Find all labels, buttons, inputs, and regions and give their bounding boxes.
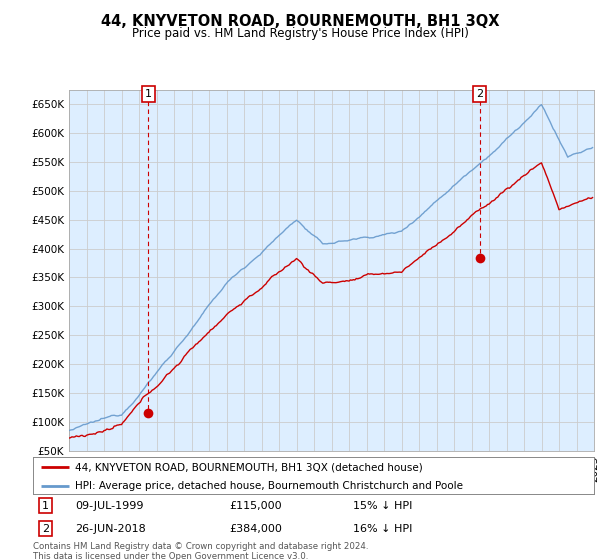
Text: HPI: Average price, detached house, Bournemouth Christchurch and Poole: HPI: Average price, detached house, Bour… [75, 481, 463, 491]
Text: 2: 2 [42, 524, 49, 534]
Text: 16% ↓ HPI: 16% ↓ HPI [353, 524, 412, 534]
Text: 2: 2 [476, 89, 483, 99]
Text: £384,000: £384,000 [229, 524, 282, 534]
Text: 09-JUL-1999: 09-JUL-1999 [75, 501, 143, 511]
Text: 15% ↓ HPI: 15% ↓ HPI [353, 501, 412, 511]
Text: Contains HM Land Registry data © Crown copyright and database right 2024.
This d: Contains HM Land Registry data © Crown c… [33, 542, 368, 560]
Text: 26-JUN-2018: 26-JUN-2018 [75, 524, 146, 534]
Text: 1: 1 [145, 89, 152, 99]
Text: 1: 1 [42, 501, 49, 511]
Text: 44, KNYVETON ROAD, BOURNEMOUTH, BH1 3QX (detached house): 44, KNYVETON ROAD, BOURNEMOUTH, BH1 3QX … [75, 463, 423, 472]
Text: Price paid vs. HM Land Registry's House Price Index (HPI): Price paid vs. HM Land Registry's House … [131, 27, 469, 40]
Text: 44, KNYVETON ROAD, BOURNEMOUTH, BH1 3QX: 44, KNYVETON ROAD, BOURNEMOUTH, BH1 3QX [101, 14, 499, 29]
Text: £115,000: £115,000 [229, 501, 282, 511]
